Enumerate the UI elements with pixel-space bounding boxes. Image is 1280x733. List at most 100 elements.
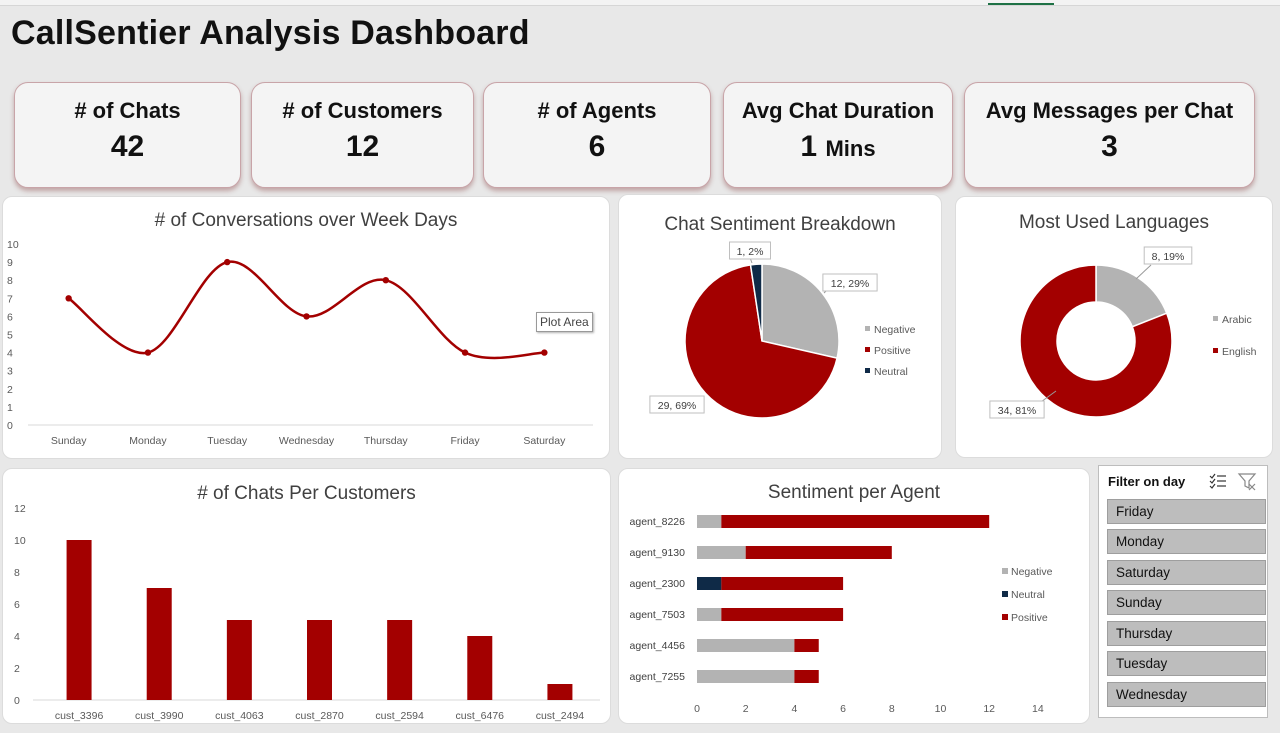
data-point bbox=[144, 349, 152, 356]
y-tick-label: 6 bbox=[7, 311, 13, 323]
x-tick-label: 0 bbox=[694, 703, 700, 715]
sentiment-pie-panel[interactable]: Chat Sentiment Breakdown 12, 29% 29, 69% 1… bbox=[618, 194, 942, 459]
legend-marker bbox=[1002, 591, 1008, 597]
y-tick-label: 4 bbox=[7, 348, 13, 360]
legend-marker bbox=[865, 347, 870, 352]
y-category-label: agent_8226 bbox=[630, 516, 686, 528]
slicer-item-monday[interactable]: Monday bbox=[1107, 529, 1266, 554]
x-tick-label: 2 bbox=[743, 703, 749, 715]
y-tick-label: 10 bbox=[7, 239, 19, 251]
clear-filter-icon[interactable] bbox=[1237, 473, 1257, 491]
x-tick-label: 12 bbox=[983, 703, 995, 715]
x-tick-label: 8 bbox=[889, 703, 895, 715]
kpi-card-avg-messages: Avg Messages per Chat 3 bbox=[964, 82, 1255, 188]
y-tick-label: 8 bbox=[14, 567, 20, 579]
bar-chart-title: # of Chats Per Customers bbox=[197, 483, 416, 504]
pie-slice-positive bbox=[684, 264, 838, 419]
y-tick-label: 1 bbox=[7, 402, 13, 414]
x-tick-label: cust_3396 bbox=[55, 710, 104, 722]
customer-bar-chart: 0 2 4 6 8 10 12 cust_3396 cust_3990 cust_4063 cust… bbox=[14, 503, 600, 722]
y-tick-label: 4 bbox=[14, 631, 20, 643]
pie-slice-neutral bbox=[749, 263, 763, 342]
donut-chart-title: Most Used Languages bbox=[1018, 212, 1210, 233]
y-tick-label: 2 bbox=[7, 384, 13, 396]
bar-agent_9130-negative bbox=[697, 546, 746, 559]
languages-donut-panel[interactable]: Most Used Languages 8, 19% 34, 81% Arabic E… bbox=[955, 196, 1273, 458]
bar-cust_4063 bbox=[226, 620, 252, 700]
y-category-label: agent_4456 bbox=[630, 640, 686, 652]
bar-agent_9130-positive bbox=[745, 546, 892, 559]
bar-agent_7255-positive bbox=[794, 670, 819, 683]
data-label-positive: 29, 69% bbox=[658, 400, 697, 412]
slicer-item-sunday[interactable]: Sunday bbox=[1107, 590, 1266, 615]
pie-slice-negative bbox=[761, 263, 840, 360]
kpi-label: # of Chats bbox=[74, 98, 181, 123]
kpi-card-agents: # of Agents 6 bbox=[483, 82, 711, 188]
kpi-value: 6 bbox=[588, 130, 606, 163]
bar-agent_7503-positive bbox=[721, 608, 844, 621]
bar-cust_3990 bbox=[146, 588, 172, 700]
kpi-value: 12 bbox=[345, 130, 380, 163]
kpi-card-avg-duration: Avg Chat Duration 1 Mins bbox=[723, 82, 953, 188]
legend-marker bbox=[865, 368, 870, 373]
x-tick-label: Wednesday bbox=[279, 435, 335, 447]
data-label-arabic: 8, 19% bbox=[1152, 251, 1185, 263]
data-label-neutral: 1, 2% bbox=[737, 246, 764, 258]
data-label-neutral-box bbox=[729, 241, 771, 260]
agent-sentiment-chart: agent_8226 agent_9130 agent_2300 agent_7503… bbox=[630, 515, 1053, 715]
agent-sentiment-panel[interactable]: Sentiment per Agent agent_8226 agent_9130… bbox=[618, 468, 1090, 724]
x-tick-label: Monday bbox=[129, 435, 167, 447]
bar-cust_6476 bbox=[467, 636, 493, 700]
bar-cust_2870 bbox=[307, 620, 332, 700]
slicer-item-friday[interactable]: Friday bbox=[1107, 499, 1266, 524]
plot-area-tooltip: Plot Area bbox=[536, 312, 593, 332]
data-label-english: 34, 81% bbox=[998, 405, 1037, 417]
day-slicer: Filter on day Friday Monday Saturday Sunday… bbox=[1098, 465, 1268, 718]
x-tick-label: 4 bbox=[791, 703, 797, 715]
line-chart-panel[interactable]: # of Conversations over Week Days 0 1 2 3 4 5… bbox=[2, 196, 610, 459]
data-point bbox=[461, 349, 469, 356]
kpi-unit: Mins bbox=[825, 136, 876, 161]
x-tick-label: Thursday bbox=[364, 435, 409, 447]
slicer-title: Filter on day bbox=[1108, 474, 1186, 489]
bar-cust_2594 bbox=[387, 620, 413, 700]
languages-donut-chart: 8, 19% 34, 81% Arabic English bbox=[989, 246, 1257, 419]
bar-agent_2300-positive bbox=[721, 577, 844, 590]
legend-label-arabic: Arabic bbox=[1222, 314, 1252, 326]
slicer-item-saturday[interactable]: Saturday bbox=[1107, 560, 1266, 585]
data-point bbox=[541, 349, 548, 356]
kpi-label: Avg Messages per Chat bbox=[985, 98, 1234, 123]
slicer-item-wednesday[interactable]: Wednesday bbox=[1107, 682, 1266, 707]
x-tick-label: 14 bbox=[1032, 703, 1044, 715]
line-chart: 0 1 2 3 4 5 6 7 8 9 10 Sunday Monday Tuesday Wednesday… bbox=[7, 239, 593, 447]
slicer-item-tuesday[interactable]: Tuesday bbox=[1107, 651, 1266, 676]
y-tick-label: 0 bbox=[14, 695, 20, 707]
legend-label-positive: Positive bbox=[1011, 612, 1048, 624]
legend-label-neutral: Neutral bbox=[1011, 589, 1045, 601]
multi-select-icon[interactable] bbox=[1209, 473, 1226, 489]
legend-label-positive: Positive bbox=[874, 345, 911, 357]
x-tick-label: Saturday bbox=[523, 435, 566, 447]
legend-marker bbox=[1002, 568, 1008, 574]
pie-chart-title: Chat Sentiment Breakdown bbox=[664, 214, 896, 235]
y-tick-label: 6 bbox=[14, 599, 20, 611]
bar-agent_4456-positive bbox=[794, 639, 819, 652]
conversations-line bbox=[67, 260, 545, 360]
y-category-label: agent_2300 bbox=[630, 578, 686, 590]
x-tick-label: Sunday bbox=[51, 435, 87, 447]
data-label-arabic-box bbox=[1143, 246, 1193, 265]
x-tick-label: cust_2494 bbox=[536, 710, 585, 722]
kpi-value: 1 Mins bbox=[800, 130, 876, 163]
legend-label-neutral: Neutral bbox=[874, 366, 908, 378]
x-tick-label: cust_2870 bbox=[295, 710, 344, 722]
bar-agent_4456-negative bbox=[697, 639, 795, 652]
y-tick-label: 10 bbox=[14, 535, 26, 547]
slicer-item-thursday[interactable]: Thursday bbox=[1107, 621, 1266, 646]
bar-agent_2300-neutral bbox=[697, 577, 722, 590]
customer-bar-panel[interactable]: # of Chats Per Customers 0 2 4 6 8 10 12 cust_3… bbox=[2, 468, 611, 724]
y-tick-label: 7 bbox=[7, 293, 13, 305]
legend-label-negative: Negative bbox=[1011, 566, 1053, 578]
x-tick-label: cust_3990 bbox=[135, 710, 184, 722]
legend-label-english: English bbox=[1222, 346, 1257, 358]
dashboard-title: CallSentier Analysis Dashboard bbox=[11, 14, 530, 52]
